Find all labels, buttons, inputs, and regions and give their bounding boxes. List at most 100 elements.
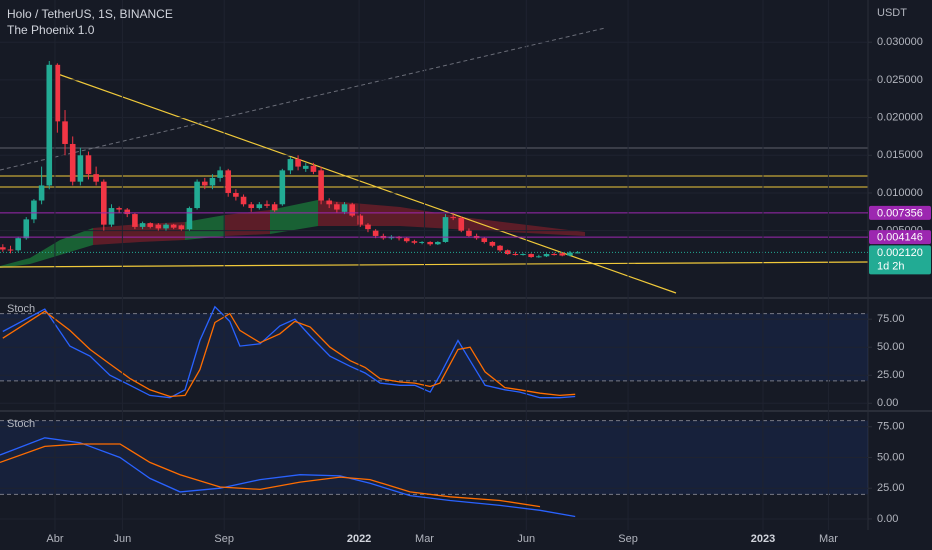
candle-body bbox=[139, 223, 146, 227]
candle-body bbox=[520, 254, 526, 256]
symbol-title: Holo / TetherUS, 1S, BINANCE bbox=[7, 7, 173, 21]
indicator-cloud bbox=[225, 210, 270, 236]
candle-body bbox=[403, 238, 410, 242]
candle-body bbox=[458, 217, 465, 231]
candle-body bbox=[567, 252, 573, 256]
candle-body bbox=[341, 204, 348, 212]
candle-body bbox=[435, 241, 441, 245]
y-tick-label: 0.025000 bbox=[877, 74, 923, 86]
stoch-line bbox=[2, 310, 576, 398]
price-label: 0.004146 bbox=[877, 232, 923, 244]
candle-body bbox=[489, 241, 496, 246]
price-label-box bbox=[869, 245, 931, 275]
y-tick-label: 25.00 bbox=[877, 369, 905, 381]
candle-body bbox=[574, 252, 581, 254]
candle-body bbox=[310, 165, 317, 172]
candle-body bbox=[334, 204, 340, 210]
candle-body bbox=[85, 155, 92, 175]
price-label-box bbox=[869, 205, 931, 220]
candle-body bbox=[132, 214, 138, 227]
candle-body bbox=[318, 170, 324, 201]
candle-body bbox=[536, 256, 542, 258]
candle-body bbox=[349, 204, 356, 216]
candle-body bbox=[372, 230, 379, 236]
x-tick-label: Sep bbox=[214, 533, 234, 545]
candle-body bbox=[248, 204, 255, 209]
trend-line bbox=[0, 27, 606, 171]
x-tick-label: Sep bbox=[618, 533, 638, 545]
candle-body bbox=[279, 170, 286, 205]
candle-body bbox=[15, 238, 21, 251]
candle-body bbox=[178, 225, 185, 230]
candle-body bbox=[528, 254, 534, 258]
candle-body bbox=[481, 238, 488, 242]
y-tick-label: 75.00 bbox=[877, 421, 905, 433]
candle-body bbox=[77, 155, 84, 182]
indicator-cloud bbox=[0, 228, 93, 268]
price-label: 0.007356 bbox=[877, 207, 923, 219]
price-label-box bbox=[869, 230, 931, 245]
candle-body bbox=[217, 170, 223, 178]
candle-body bbox=[256, 204, 263, 209]
indicator-cloud bbox=[93, 222, 185, 245]
candle-body bbox=[411, 241, 418, 243]
y-tick-label: 0.00 bbox=[877, 513, 898, 525]
candle-body bbox=[466, 230, 472, 236]
candle-body bbox=[209, 177, 216, 186]
candle-body bbox=[186, 208, 193, 230]
candle-body bbox=[559, 253, 566, 256]
candle-body bbox=[497, 245, 503, 251]
candle-body bbox=[201, 181, 208, 186]
candle-body bbox=[512, 254, 519, 256]
candle-body bbox=[69, 143, 76, 182]
candle-body bbox=[0, 247, 6, 250]
x-tick-label: Mar bbox=[415, 533, 434, 545]
candle-body bbox=[38, 185, 45, 201]
price-label: 0.002120 bbox=[877, 247, 923, 259]
stoch-line bbox=[0, 443, 541, 508]
trend-line bbox=[54, 72, 677, 294]
candle-body bbox=[194, 181, 200, 209]
indicator-title: The Phoenix 1.0 bbox=[7, 23, 95, 37]
y-tick-label: 0.030000 bbox=[877, 36, 923, 48]
stoch-line bbox=[2, 305, 576, 399]
candle-body bbox=[62, 121, 68, 144]
x-tick-label: 2022 bbox=[347, 533, 371, 545]
y-tick-label: 75.00 bbox=[877, 313, 905, 325]
candle-body bbox=[54, 64, 61, 122]
y-tick-label: 0.015000 bbox=[877, 149, 923, 161]
candle-body bbox=[551, 254, 557, 256]
candle-body bbox=[357, 215, 364, 225]
indicator-cloud bbox=[185, 215, 225, 240]
candle-body bbox=[543, 254, 550, 257]
candle-body bbox=[108, 208, 115, 225]
candle-body bbox=[46, 64, 53, 186]
candle-body bbox=[240, 196, 247, 205]
panel-title: Stoch bbox=[7, 418, 35, 430]
candle-body bbox=[419, 241, 425, 243]
candle-body bbox=[264, 204, 270, 206]
candle-body bbox=[7, 249, 14, 251]
candle-body bbox=[287, 159, 294, 171]
x-tick-label: 2023 bbox=[751, 533, 775, 545]
candle-body bbox=[147, 223, 154, 227]
candle-body bbox=[326, 200, 332, 205]
stoch-line bbox=[0, 437, 576, 518]
candle-body bbox=[295, 159, 301, 167]
y-tick-label: 0.020000 bbox=[877, 112, 923, 124]
candle-body bbox=[233, 192, 239, 197]
x-tick-label: Jun bbox=[114, 533, 132, 545]
candle-body bbox=[23, 219, 30, 239]
candle-body bbox=[427, 241, 433, 245]
candle-body bbox=[170, 224, 177, 228]
candle-body bbox=[124, 209, 131, 215]
y-tick-label: 50.00 bbox=[877, 451, 905, 463]
candle-body bbox=[31, 200, 37, 220]
countdown: 1d 2h bbox=[877, 260, 905, 272]
candle-body bbox=[93, 174, 99, 182]
indicator-cloud bbox=[270, 200, 318, 234]
candle-body bbox=[365, 224, 371, 230]
